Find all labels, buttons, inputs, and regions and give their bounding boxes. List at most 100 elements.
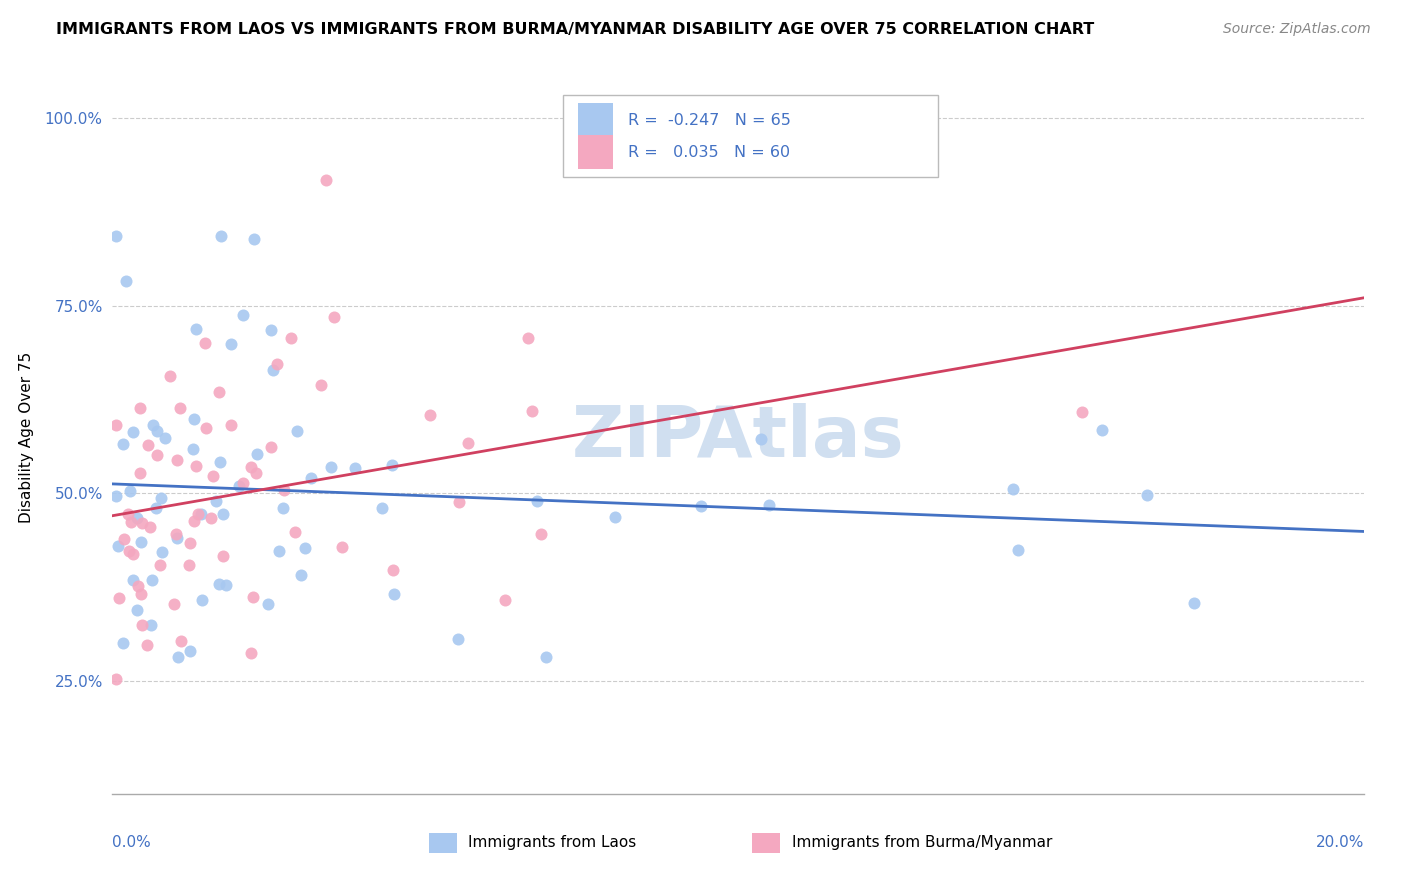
Point <box>1071 404 1094 418</box>
Point <box>228 479 250 493</box>
Bar <box>562 95 938 177</box>
Point <box>294 541 316 555</box>
Point <box>195 420 218 434</box>
Point <box>118 544 141 558</box>
Point <box>115 275 138 289</box>
Point <box>517 331 540 345</box>
Point <box>1136 488 1159 502</box>
Point <box>758 498 780 512</box>
Point <box>138 438 160 452</box>
Point <box>146 448 169 462</box>
Point <box>273 483 295 498</box>
Point <box>145 501 167 516</box>
Text: R =   0.035   N = 60: R = 0.035 N = 60 <box>628 145 790 160</box>
Point <box>1007 543 1029 558</box>
Text: Immigrants from Burma/Myanmar: Immigrants from Burma/Myanmar <box>792 836 1052 850</box>
Point <box>150 491 173 505</box>
Text: Immigrants from Laos: Immigrants from Laos <box>468 836 637 850</box>
Text: Source: ZipAtlas.com: Source: ZipAtlas.com <box>1223 22 1371 37</box>
Point <box>209 455 232 469</box>
Point <box>530 526 553 541</box>
Point <box>382 587 405 601</box>
Point <box>104 488 127 502</box>
Point <box>209 229 232 244</box>
Point <box>150 544 173 558</box>
Point <box>232 476 254 491</box>
Point <box>146 424 169 438</box>
Point <box>749 432 772 446</box>
Point <box>1182 596 1205 610</box>
Point <box>689 500 711 514</box>
Point <box>122 425 145 439</box>
Point <box>605 510 627 524</box>
Point <box>136 639 159 653</box>
Point <box>187 507 209 521</box>
Point <box>183 411 205 425</box>
Point <box>271 501 294 516</box>
Point <box>104 417 127 432</box>
Point <box>381 458 404 472</box>
Point <box>163 597 186 611</box>
Point <box>232 308 254 322</box>
Point <box>212 507 235 521</box>
Point <box>120 515 142 529</box>
Point <box>112 636 135 650</box>
Point <box>526 494 548 508</box>
Point <box>447 494 470 508</box>
Point <box>167 649 190 664</box>
Point <box>382 563 405 577</box>
Point <box>534 650 557 665</box>
Point <box>239 460 262 475</box>
Point <box>179 644 201 658</box>
Point <box>520 403 543 417</box>
Point <box>266 357 288 371</box>
Point <box>221 418 243 433</box>
Point <box>212 549 235 563</box>
Point <box>344 460 367 475</box>
Point <box>284 525 307 540</box>
Point <box>267 544 290 558</box>
Point <box>280 331 302 345</box>
Point <box>494 593 516 607</box>
Point <box>260 440 283 454</box>
Point <box>371 501 394 516</box>
Point <box>1091 423 1114 437</box>
Point <box>183 514 205 528</box>
Point <box>131 617 153 632</box>
Point <box>112 533 135 547</box>
Point <box>219 336 242 351</box>
Text: IMMIGRANTS FROM LAOS VS IMMIGRANTS FROM BURMA/MYANMAR DISABILITY AGE OVER 75 COR: IMMIGRANTS FROM LAOS VS IMMIGRANTS FROM … <box>56 22 1094 37</box>
Point <box>322 310 344 324</box>
Point <box>166 531 188 545</box>
Point <box>315 173 337 187</box>
Point <box>332 540 354 554</box>
Point <box>181 442 204 456</box>
Point <box>121 547 143 561</box>
Point <box>245 466 267 480</box>
Point <box>194 335 217 350</box>
Point <box>419 408 441 422</box>
Point <box>309 377 332 392</box>
Point <box>141 618 163 632</box>
Point <box>190 508 212 522</box>
Point <box>1001 482 1024 496</box>
Point <box>169 401 191 416</box>
Point <box>290 568 312 582</box>
Point <box>129 401 152 415</box>
Point <box>104 672 127 686</box>
Point <box>165 527 187 541</box>
Point <box>205 494 228 508</box>
Point <box>129 467 152 481</box>
Point <box>142 417 165 432</box>
Point <box>184 458 207 473</box>
Point <box>191 592 214 607</box>
Point <box>108 591 131 605</box>
Point <box>245 447 267 461</box>
Point <box>200 511 222 525</box>
Point <box>184 321 207 335</box>
Point <box>111 437 134 451</box>
Point <box>166 452 188 467</box>
Point <box>104 228 127 243</box>
Point <box>299 471 322 485</box>
Point <box>139 520 162 534</box>
